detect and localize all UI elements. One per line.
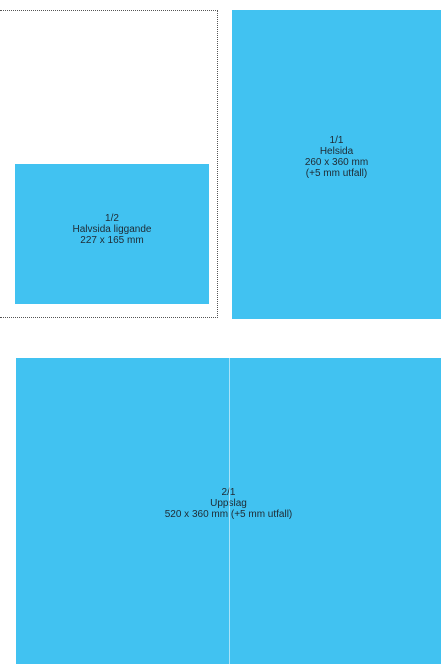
spread-name: Uppslag	[210, 498, 247, 509]
spread-label: 2/1 Uppslag 520 x 360 mm (+5 mm utfall)	[165, 487, 293, 520]
half-page-label: 1/2 Halvsida liggande 227 x 165 mm	[73, 213, 152, 246]
page-outline	[0, 10, 218, 318]
full-page-label: 1/1 Helsida 260 x 360 mm (+5 mm utfall)	[305, 135, 368, 179]
spread-size: 520 x 360 mm (+5 mm utfall)	[164, 508, 293, 520]
half-page-fraction: 1/2	[105, 212, 119, 224]
half-page-name: Halvsida liggande	[72, 223, 152, 235]
spread-fold-line	[229, 358, 230, 664]
half-page-ad-block: 1/2 Halvsida liggande 227 x 165 mm	[15, 164, 209, 304]
full-page-fraction: 1/1	[329, 134, 344, 146]
full-page-size: 260 x 360 mm	[304, 156, 369, 168]
full-page-bleed: (+5 mm utfall)	[305, 167, 368, 179]
full-page-name: Helsida	[319, 145, 354, 157]
spread-fraction: 2/1	[222, 487, 236, 498]
full-page-ad-block: 1/1 Helsida 260 x 360 mm (+5 mm utfall)	[232, 10, 441, 319]
spread-ad-block: 2/1 Uppslag 520 x 360 mm (+5 mm utfall)	[16, 358, 441, 664]
half-page-size: 227 x 165 mm	[80, 234, 144, 246]
